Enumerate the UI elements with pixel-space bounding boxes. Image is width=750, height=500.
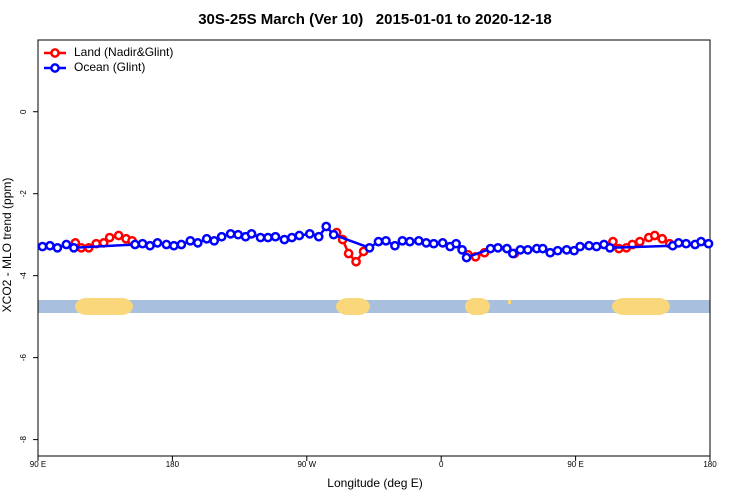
data-point — [390, 240, 400, 251]
data-point — [591, 241, 602, 252]
data-point — [192, 238, 203, 248]
data-point — [634, 236, 645, 247]
data-point — [457, 244, 467, 255]
data-point — [37, 241, 48, 252]
data-point — [145, 240, 155, 251]
data-point — [68, 242, 79, 253]
x-tick-label: 90 E — [567, 460, 583, 469]
data-point — [575, 241, 585, 252]
data-point — [537, 243, 548, 254]
data-point — [176, 239, 187, 250]
data-point — [209, 235, 220, 246]
data-point — [493, 242, 503, 253]
data-point — [502, 243, 512, 254]
data-point — [584, 240, 594, 251]
data-point — [561, 244, 572, 255]
x-axis-label: Longitude (deg E) — [327, 476, 422, 490]
legend-label: Land (Nadir&Glint) — [74, 45, 173, 59]
land-band — [336, 298, 370, 315]
data-point — [421, 238, 432, 248]
data-point — [605, 242, 615, 253]
data-point — [461, 252, 472, 263]
data-point — [137, 238, 148, 249]
data-point — [169, 240, 179, 251]
data-point — [437, 238, 448, 248]
y-tick-label: -6 — [19, 354, 28, 362]
legend-marker — [50, 48, 60, 58]
data-point — [545, 247, 556, 258]
data-point — [673, 238, 684, 248]
data-point — [397, 235, 408, 246]
data-point — [428, 238, 439, 249]
data-point — [328, 229, 339, 240]
data-point — [130, 239, 140, 250]
data-point — [263, 232, 273, 243]
data-point — [255, 232, 266, 243]
x-tick-label: 90 W — [297, 460, 316, 469]
data-point — [657, 233, 668, 244]
y-tick-label: 0 — [19, 109, 28, 114]
x-tick-label: 90 E — [30, 460, 46, 469]
ocean-band — [38, 300, 710, 313]
data-point — [246, 229, 257, 239]
data-point — [351, 256, 361, 267]
legend-marker — [50, 63, 60, 73]
data-point — [649, 230, 660, 241]
land-band — [612, 298, 670, 315]
data-point — [279, 234, 290, 245]
data-point — [515, 244, 526, 255]
data-point — [152, 238, 163, 248]
land-band — [508, 300, 511, 304]
data-point — [522, 244, 533, 255]
chart-title: 30S-25S March (Ver 10) 2015-01-01 to 202… — [198, 11, 552, 28]
data-point — [321, 221, 332, 232]
data-point — [313, 231, 324, 242]
data-point — [61, 239, 72, 250]
data-point — [343, 248, 354, 259]
data-point — [201, 233, 212, 244]
data-point — [225, 229, 236, 239]
x-tick-label: 180 — [703, 460, 717, 469]
y-axis-label: XCO2 - MLO trend (ppm) — [0, 178, 14, 313]
data-point — [373, 236, 384, 247]
land-ocean-band — [38, 298, 710, 315]
data-point — [485, 243, 496, 254]
data-point — [451, 238, 461, 249]
land-band — [465, 298, 490, 315]
x-tick-label: 180 — [166, 460, 180, 469]
data-point — [185, 235, 196, 246]
data-point — [681, 238, 691, 249]
data-point — [413, 235, 424, 246]
legend-label: Ocean (Glint) — [74, 60, 145, 74]
land-band — [75, 298, 133, 315]
x-tick-label: 0 — [439, 460, 444, 469]
data-point — [703, 238, 714, 249]
data-point — [216, 231, 227, 242]
y-tick-label: -8 — [19, 436, 28, 444]
data-point — [270, 231, 281, 242]
data-point — [364, 242, 375, 253]
data-point — [381, 235, 391, 246]
data-point — [304, 229, 315, 239]
data-point — [45, 240, 55, 251]
data-point — [508, 248, 518, 259]
data-point — [161, 239, 172, 250]
y-tick-label: -4 — [19, 272, 28, 280]
data-point — [104, 232, 115, 243]
data-point — [287, 232, 297, 243]
data-point — [552, 245, 563, 256]
data-point — [233, 229, 243, 240]
data-point — [113, 230, 124, 241]
data-point — [404, 236, 415, 247]
data-point — [696, 236, 706, 247]
y-tick-label: -2 — [19, 190, 28, 198]
data-point — [294, 230, 305, 241]
data-point — [52, 242, 63, 253]
